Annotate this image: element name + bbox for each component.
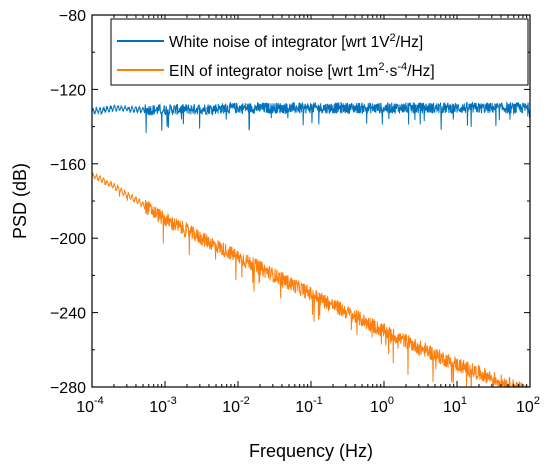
y-tick-label: −120 bbox=[50, 82, 86, 99]
y-tick-label: −200 bbox=[50, 231, 86, 248]
y-axis-label: PSD (dB) bbox=[10, 163, 30, 239]
x-tick-label: 100 bbox=[370, 395, 394, 416]
legend-label-white-noise: White noise of integrator [wrt 1V2/Hz] bbox=[169, 32, 423, 51]
x-tick-label: 10-4 bbox=[76, 395, 104, 416]
y-tick-label: −80 bbox=[59, 8, 86, 25]
x-tick-label: 10-2 bbox=[222, 395, 250, 416]
x-tick-label: 10-1 bbox=[295, 395, 323, 416]
x-tick-label: 101 bbox=[443, 395, 467, 416]
x-axis-label: Frequency (Hz) bbox=[249, 441, 373, 461]
y-tick-label: −240 bbox=[50, 306, 86, 323]
legend: White noise of integrator [wrt 1V2/Hz] E… bbox=[110, 18, 529, 86]
x-tick-label: 10-3 bbox=[149, 395, 177, 416]
y-tick-label: −160 bbox=[50, 157, 86, 174]
y-tick-label: −280 bbox=[50, 380, 86, 397]
legend-label-ein: EIN of integrator noise [wrt 1m2·s-4/Hz] bbox=[169, 61, 435, 80]
x-tick-label: 102 bbox=[516, 395, 540, 416]
series-line-ein bbox=[92, 172, 529, 387]
legend-box bbox=[110, 18, 529, 86]
series-line-white-noise bbox=[92, 101, 530, 134]
series-layer bbox=[92, 101, 530, 387]
